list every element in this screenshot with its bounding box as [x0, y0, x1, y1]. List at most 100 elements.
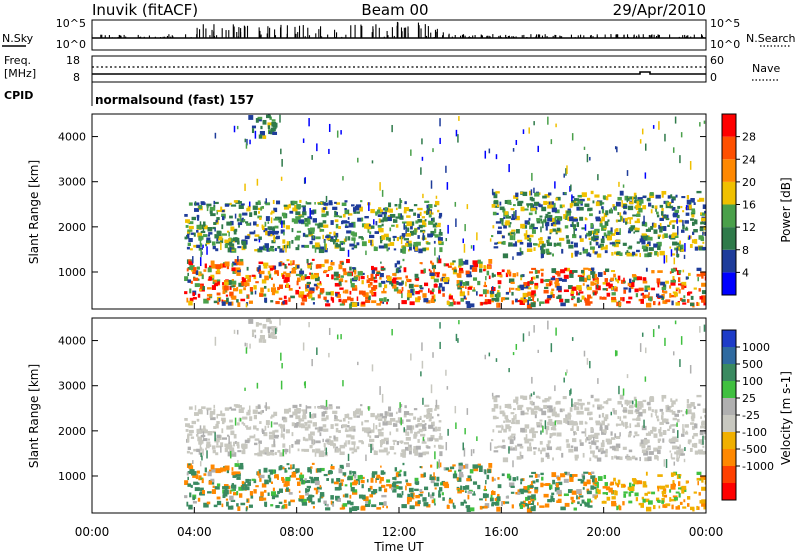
velocity-cell [414, 432, 417, 437]
power-cell [245, 139, 247, 143]
power-cell [770, 220, 772, 224]
velocity-cell [320, 492, 324, 497]
power-cell [756, 251, 760, 254]
power-cell [767, 210, 771, 213]
power-cell [424, 268, 426, 273]
power-cell [216, 231, 220, 234]
velocity-cell [713, 502, 715, 505]
power-cell [409, 284, 414, 289]
power-cell [594, 292, 596, 296]
velocity-cell [275, 430, 279, 433]
power-cell [584, 147, 586, 150]
power-cell [246, 223, 250, 226]
power-cell [447, 182, 449, 190]
velocity-cell [198, 409, 202, 413]
velocity-cell [643, 481, 647, 485]
power-cell [606, 196, 608, 200]
power-cell [639, 253, 641, 257]
velocity-cell [673, 418, 677, 421]
freq-label: Freq. [4, 54, 31, 67]
velocity-cell [187, 437, 189, 442]
velocity-cell [556, 432, 561, 436]
power-cell [712, 154, 714, 163]
velocity-cell [777, 507, 781, 511]
velocity-cell [575, 457, 578, 461]
velocity-cell [564, 479, 569, 483]
power-cell [477, 281, 480, 285]
power-cell [243, 287, 246, 290]
velocity-cell [591, 472, 594, 474]
velocity-cell [379, 422, 381, 426]
velocity-cell [273, 422, 278, 424]
velocity-cell [492, 429, 494, 432]
velocity-cell [742, 506, 747, 509]
velocity-cell [331, 501, 333, 505]
power-cell [323, 297, 326, 300]
velocity-cell [410, 505, 415, 509]
power-cell [299, 287, 301, 289]
power-colorbar-block [722, 137, 736, 160]
velocity-cell [479, 467, 483, 472]
velocity-cell [195, 487, 200, 491]
velocity-cell [299, 423, 304, 427]
power-cell [597, 284, 599, 288]
power-cell [210, 207, 215, 211]
velocity-cell [250, 495, 253, 498]
velocity-cell [690, 422, 694, 425]
power-cell [765, 222, 768, 225]
velocity-cell [407, 497, 412, 501]
power-cell [434, 299, 436, 301]
power-cell [619, 252, 622, 256]
velocity-cell [407, 431, 409, 435]
velocity-cell [283, 467, 285, 469]
velocity-cell [485, 480, 487, 484]
velocity-cell [253, 489, 256, 493]
velocity-cell [492, 408, 496, 412]
velocity-cell [573, 423, 578, 426]
velocity-cell [472, 464, 477, 468]
power-cell [713, 274, 715, 279]
velocity-cell [208, 439, 210, 441]
power-cell [263, 120, 267, 125]
power-cell [255, 131, 257, 139]
power-cell [379, 277, 381, 280]
velocity-cell [749, 487, 752, 491]
power-cell [523, 192, 528, 196]
velocity-cell [226, 499, 228, 501]
power-cell [582, 296, 585, 300]
power-cell [687, 299, 689, 303]
power-cell [217, 269, 220, 273]
velocity-cell [751, 440, 753, 442]
velocity-cell [487, 469, 491, 473]
power-cell [547, 295, 552, 298]
velocity-cell [299, 404, 301, 407]
velocity-cell [292, 405, 297, 408]
power-cell [409, 247, 412, 251]
power-cell [467, 204, 469, 209]
velocity-cell [704, 436, 709, 440]
velocity-cell [699, 492, 701, 495]
power-cell [357, 211, 360, 213]
power-cell [449, 295, 453, 299]
velocity-cell [269, 435, 274, 440]
power-cell [489, 276, 491, 280]
power-cell [325, 303, 330, 306]
power-cell [436, 273, 439, 278]
velocity-cell [254, 443, 257, 445]
power-cell [688, 273, 691, 276]
velocity-cell [541, 477, 543, 481]
velocity-cell [353, 429, 355, 432]
velocity-cell [664, 495, 667, 498]
power-cell [292, 218, 295, 222]
power-cell [465, 260, 468, 265]
power-cell [313, 218, 317, 222]
velocity-cell [255, 438, 260, 440]
velocity-cell [434, 445, 436, 448]
velocity-cell [225, 448, 228, 452]
velocity-cell [357, 415, 360, 417]
velocity-cell [351, 487, 355, 491]
velocity-cell [362, 484, 364, 488]
velocity-cell [397, 481, 402, 483]
velocity-cell [597, 457, 601, 461]
power-cell [628, 297, 632, 300]
